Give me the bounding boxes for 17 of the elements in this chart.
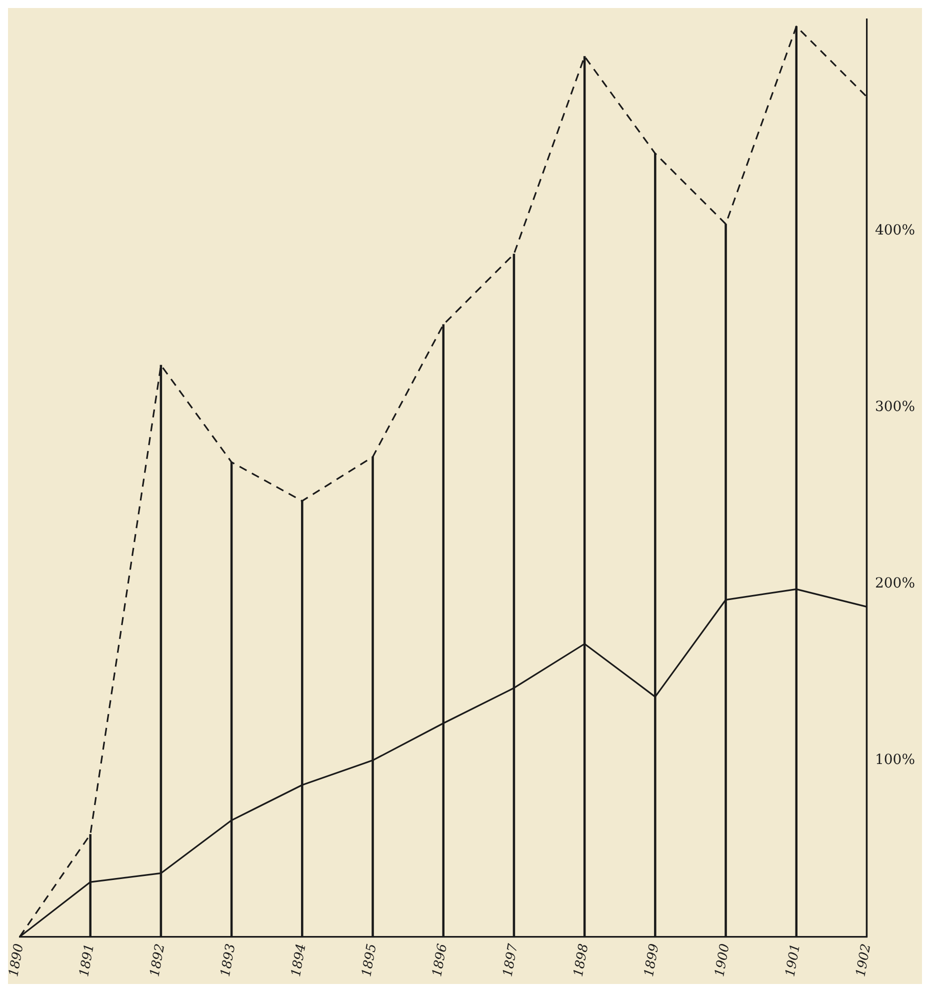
x-tick-label: 1895 — [360, 942, 380, 978]
x-tick-label: 1893 — [218, 942, 239, 978]
x-tick-label: 1890 — [6, 942, 28, 978]
x-tick-label: 1902 — [854, 942, 874, 978]
x-tick-label: 1900 — [712, 942, 734, 978]
x-tick-label: 1896 — [430, 942, 451, 978]
x-tick-label: 1897 — [500, 942, 522, 978]
x-tick-label: 1894 — [288, 942, 310, 978]
y-tick-label: 300% — [874, 399, 916, 416]
y-tick-label: 400% — [874, 222, 916, 239]
x-tick-label: 1901 — [783, 942, 804, 978]
x-tick-label: 1898 — [571, 942, 592, 978]
x-tick-label: 1899 — [642, 942, 662, 978]
y-tick-label: 200% — [874, 576, 916, 592]
x-tick-label: 1892 — [148, 942, 168, 978]
x-tick-label: 1891 — [77, 942, 98, 978]
y-tick-label: 100% — [874, 752, 916, 768]
